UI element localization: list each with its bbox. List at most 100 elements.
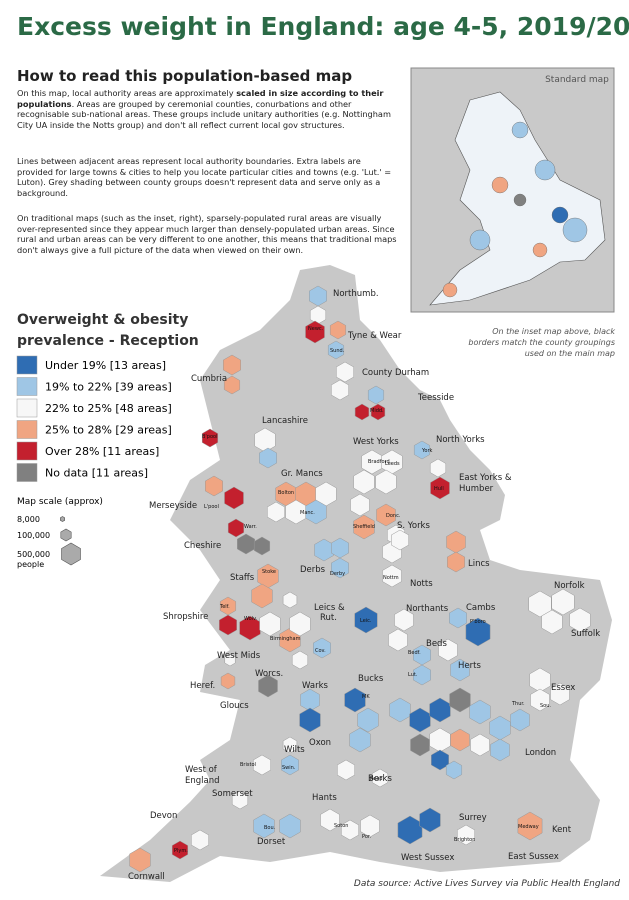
area-hex bbox=[201, 428, 219, 448]
scale-hex bbox=[59, 516, 65, 522]
legend-swatch bbox=[16, 377, 38, 396]
region-label: Warks bbox=[302, 681, 328, 691]
area-hex bbox=[413, 664, 431, 686]
legend-swatch bbox=[16, 420, 38, 439]
region-label: West Sussex bbox=[401, 853, 454, 863]
town-label: Bradford bbox=[368, 459, 390, 465]
region-label: Cheshire bbox=[184, 541, 221, 551]
area-hex bbox=[259, 447, 277, 469]
region-label: West Yorks bbox=[353, 437, 399, 447]
area-hex bbox=[253, 813, 275, 839]
town-label: Nottm bbox=[383, 575, 399, 581]
region-label: Heref. bbox=[190, 681, 215, 691]
scale-label: 500,000 bbox=[17, 550, 50, 559]
region-label: Surrey bbox=[459, 813, 487, 823]
area-hex bbox=[291, 650, 309, 670]
inset-note: borders match the county groupings bbox=[468, 338, 615, 347]
region-label: Humber bbox=[459, 484, 494, 494]
area-hex bbox=[438, 638, 458, 662]
area-hex bbox=[336, 361, 354, 383]
area-hex bbox=[327, 340, 345, 360]
area-hex bbox=[450, 728, 470, 752]
area-hex bbox=[227, 518, 245, 538]
region-label: Beds bbox=[426, 639, 447, 649]
area-hex bbox=[353, 514, 375, 540]
area-hex bbox=[517, 811, 543, 841]
town-label: Sheffield bbox=[353, 524, 375, 530]
region-label: Cornwall bbox=[128, 872, 165, 882]
region-label: West of bbox=[185, 765, 218, 775]
inset-area bbox=[534, 159, 556, 181]
area-hex bbox=[419, 807, 441, 833]
bold-text: scaled in size according to their popula… bbox=[17, 88, 384, 109]
area-hex bbox=[530, 688, 550, 712]
area-hex bbox=[219, 614, 237, 636]
area-hex bbox=[370, 403, 386, 421]
area-hex bbox=[465, 617, 491, 647]
area-hex bbox=[224, 486, 244, 510]
legend-label: No data [11 areas] bbox=[45, 467, 148, 480]
region-label: Norfolk bbox=[554, 581, 585, 591]
region-label: East Yorks & bbox=[459, 473, 512, 483]
region-label: Rut. bbox=[320, 613, 337, 623]
area-hex bbox=[331, 379, 349, 401]
region-label: Worcs. bbox=[255, 669, 283, 679]
town-label: Leeds bbox=[385, 461, 400, 467]
text: . Areas are grouped by ceremonial counti… bbox=[17, 98, 391, 130]
region-label: Notts bbox=[410, 579, 433, 589]
town-label: Midd. bbox=[370, 408, 384, 414]
area-hex bbox=[329, 320, 347, 340]
area-hex bbox=[445, 760, 463, 780]
area-hex bbox=[253, 536, 271, 556]
area-hex bbox=[220, 672, 236, 690]
area-hex bbox=[394, 608, 414, 632]
legend-swatch bbox=[16, 398, 38, 418]
area-hex bbox=[413, 440, 431, 460]
area-hex bbox=[429, 458, 447, 478]
region-label: Essex bbox=[551, 683, 575, 693]
area-hex bbox=[282, 591, 298, 609]
town-label: Bedf. bbox=[408, 650, 421, 656]
region-label: Gloucs bbox=[220, 701, 249, 711]
area-hex bbox=[410, 733, 430, 757]
area-hex bbox=[251, 583, 273, 609]
area-hex bbox=[191, 829, 209, 851]
region-label: Gr. Mancs bbox=[281, 469, 323, 479]
region-label: North Yorks bbox=[436, 435, 485, 445]
area-hex bbox=[331, 557, 349, 579]
town-label: Warr. bbox=[244, 524, 257, 530]
area-hex bbox=[205, 475, 223, 497]
england-background bbox=[100, 265, 612, 882]
area-hex bbox=[267, 501, 285, 523]
town-label: Stoke bbox=[262, 569, 276, 575]
inset-title: Standard map bbox=[545, 75, 609, 85]
inset-area bbox=[511, 121, 529, 139]
area-hex bbox=[528, 590, 552, 618]
region-label: Lancashire bbox=[262, 416, 308, 426]
region-label: Cambs bbox=[466, 603, 496, 613]
paragraph: Lines between adjacent areas represent l… bbox=[17, 156, 392, 198]
town-label: Medway bbox=[518, 824, 539, 830]
region-label: Staffs bbox=[230, 573, 255, 583]
town-label: P'boro bbox=[470, 619, 486, 625]
region-label: Lincs bbox=[468, 559, 490, 569]
area-hex bbox=[320, 808, 340, 832]
area-hex bbox=[510, 708, 530, 732]
text: On this map, local authority areas are a… bbox=[17, 88, 237, 98]
region-label: Teesside bbox=[417, 393, 454, 403]
area-hex bbox=[289, 611, 311, 637]
area-hex bbox=[550, 682, 570, 706]
legend-swatch bbox=[16, 441, 38, 461]
area-hex bbox=[469, 699, 491, 725]
town-label: Bolton bbox=[278, 490, 294, 496]
area-hex bbox=[337, 759, 355, 781]
legend-swatch bbox=[16, 355, 38, 375]
town-label: Donc. bbox=[386, 513, 401, 519]
town-label: Bristol bbox=[240, 762, 256, 768]
area-hex bbox=[282, 736, 298, 754]
area-hex bbox=[224, 653, 236, 667]
area-hex bbox=[360, 814, 380, 838]
town-label: Read. bbox=[370, 776, 385, 782]
